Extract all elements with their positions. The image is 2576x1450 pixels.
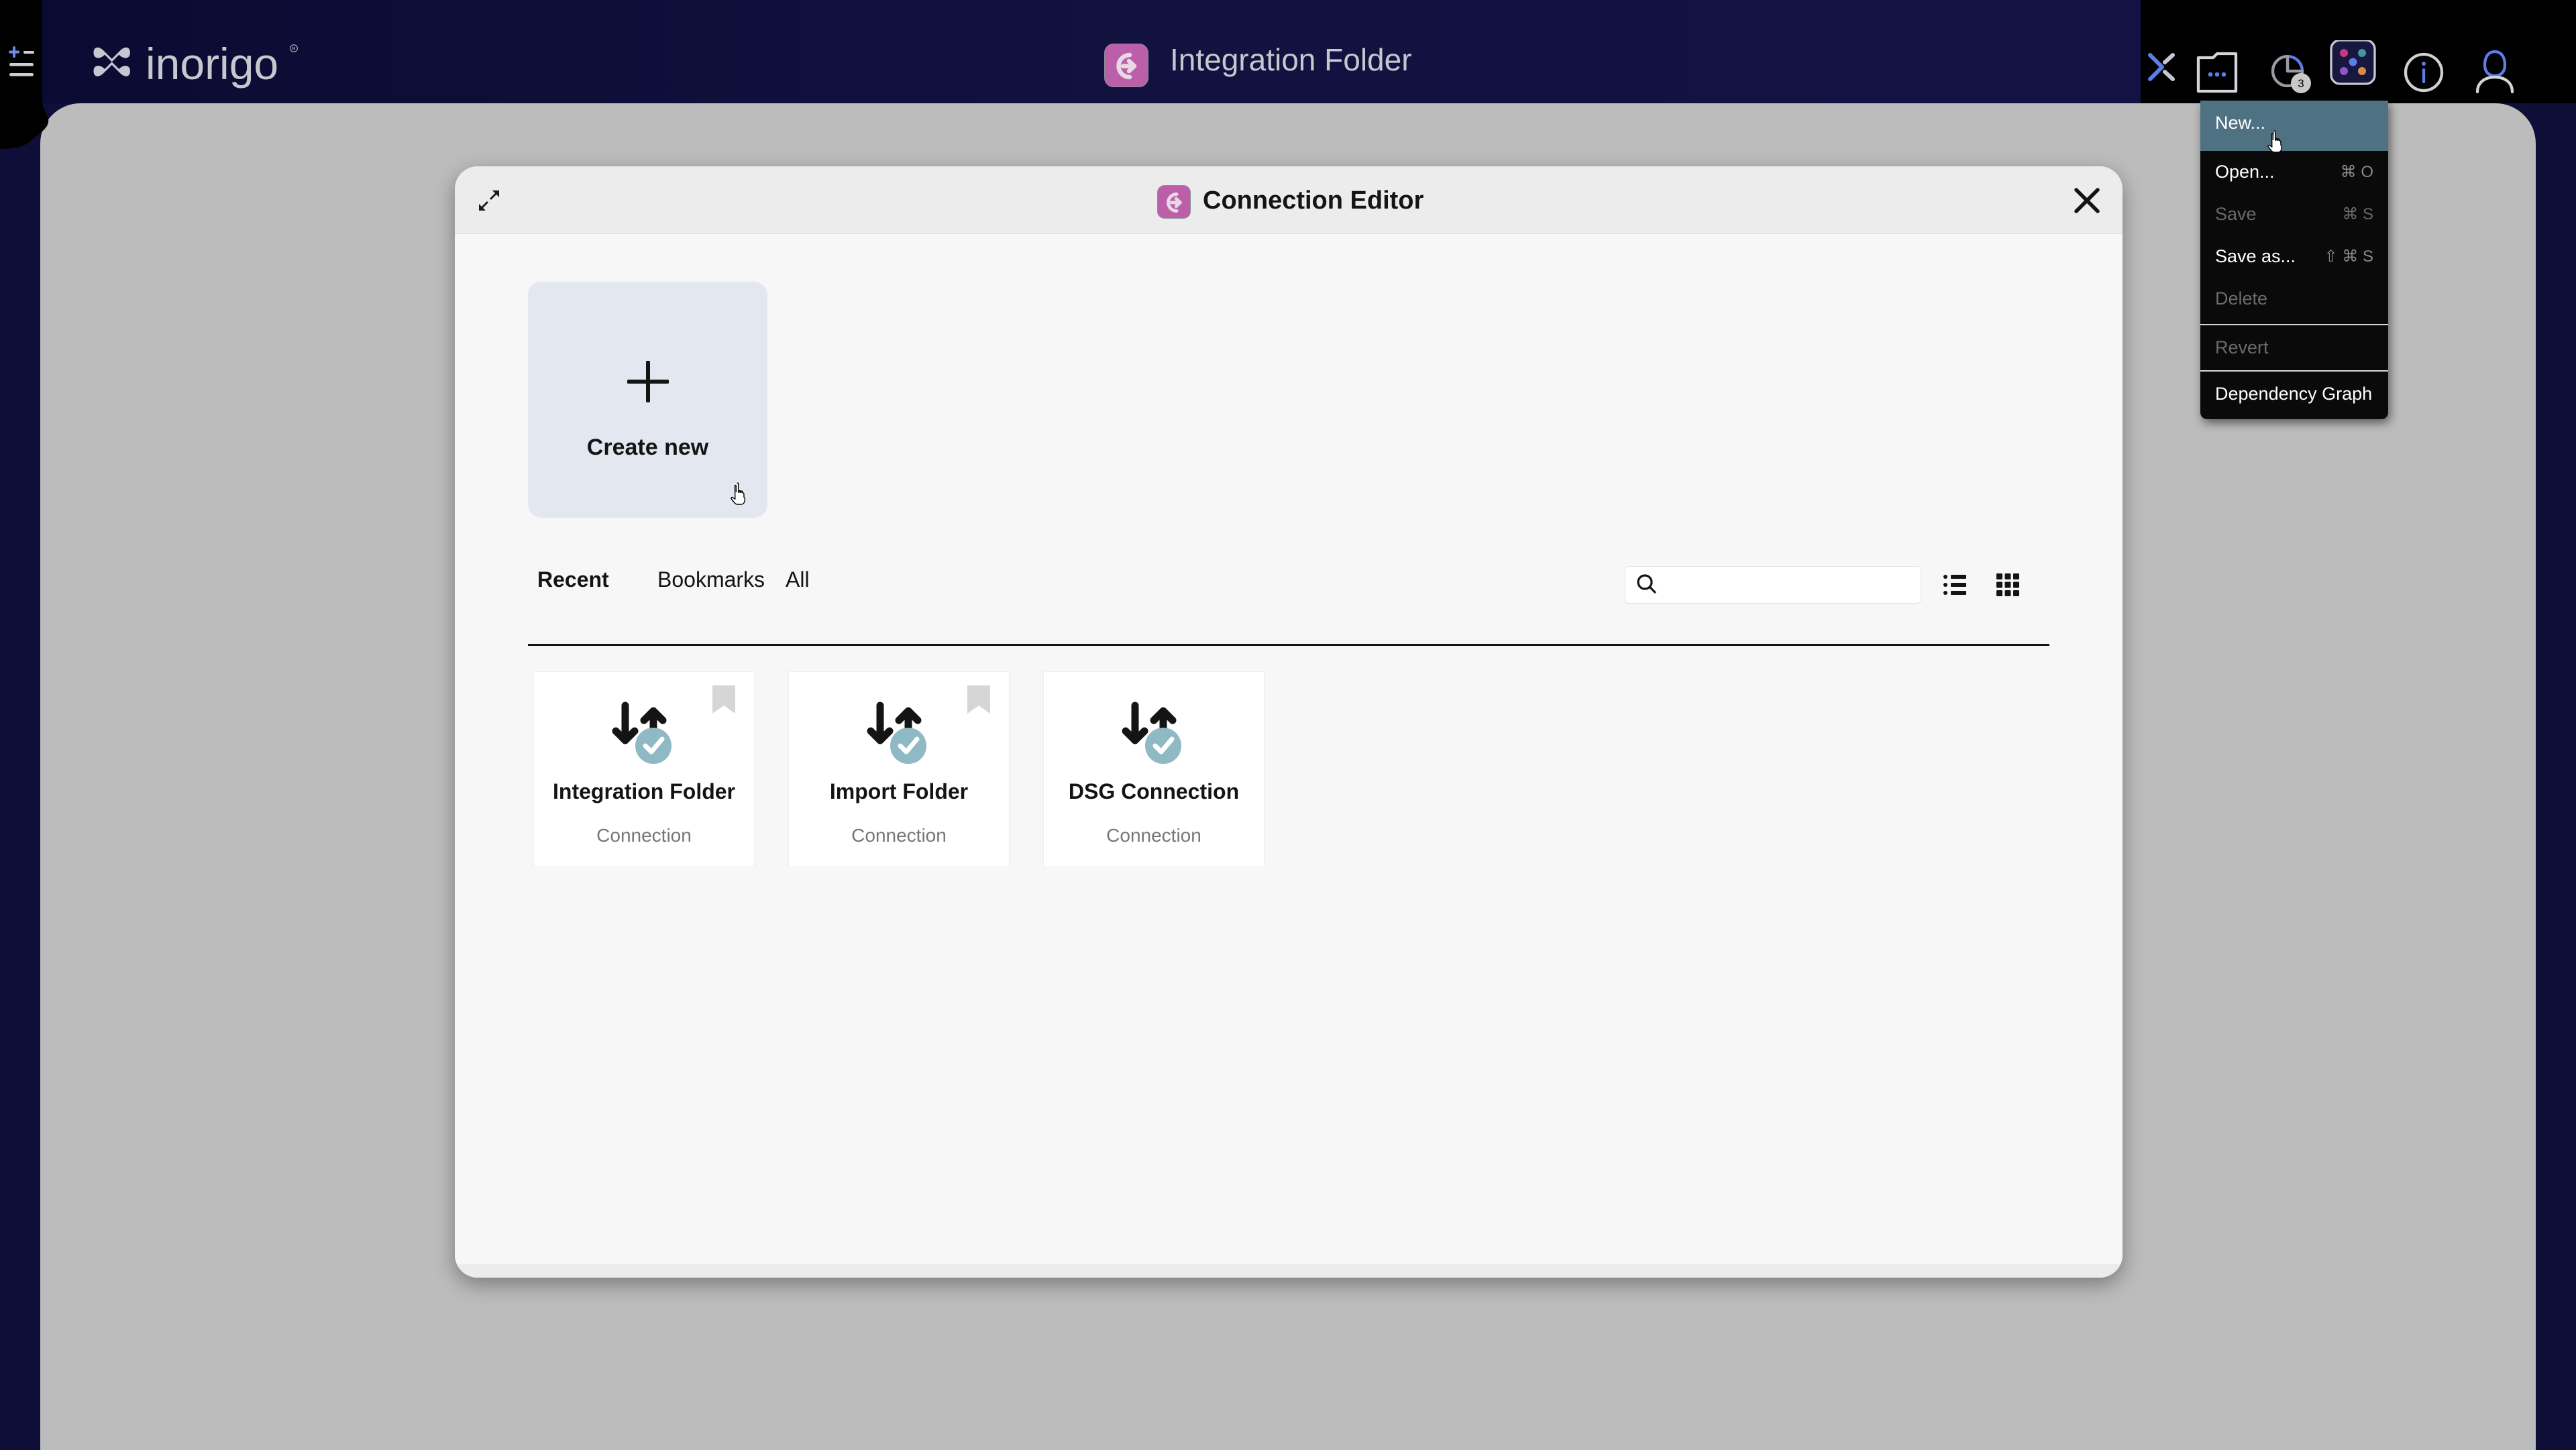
svg-text:3: 3 (2298, 77, 2304, 90)
svg-text:inorigo: inorigo (146, 39, 278, 89)
svg-text:R: R (292, 47, 295, 52)
